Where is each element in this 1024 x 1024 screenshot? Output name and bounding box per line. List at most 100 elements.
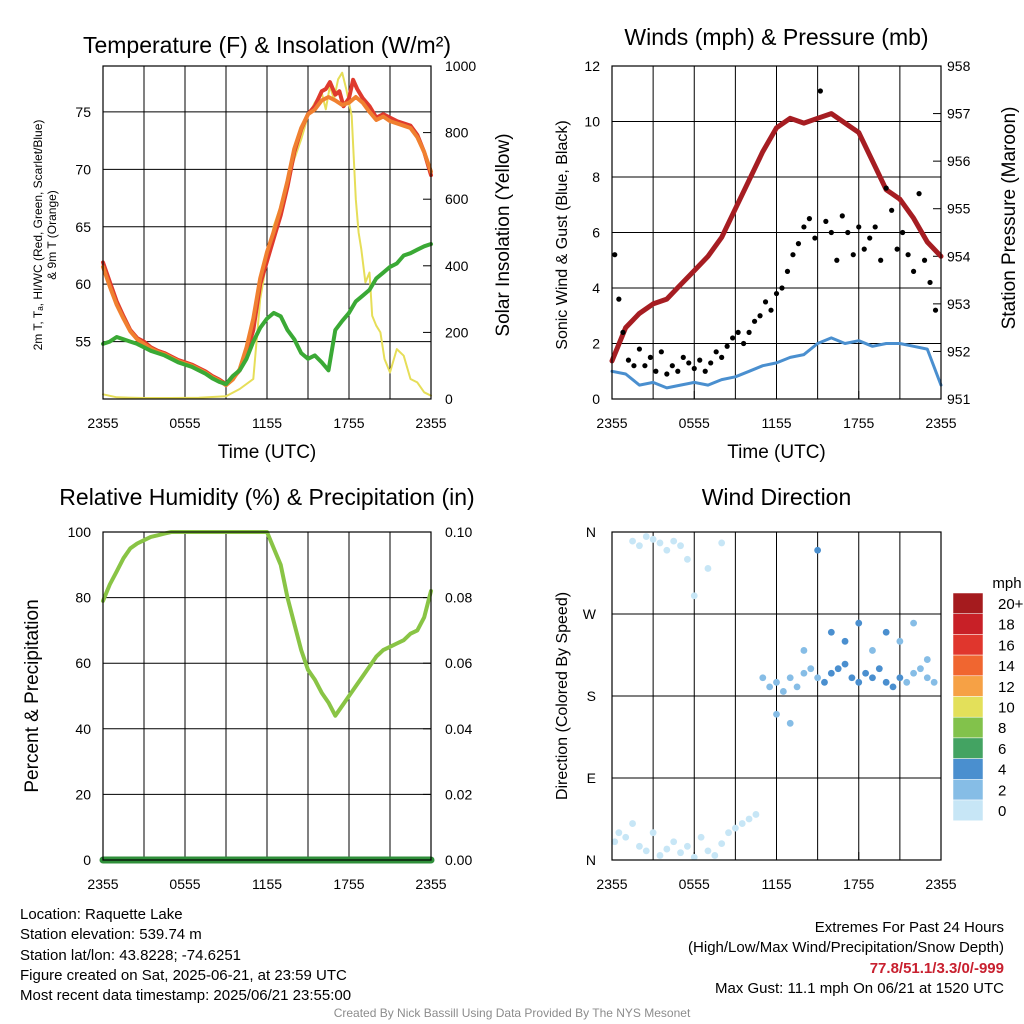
rh-y-tick-label: 0 [83,852,91,868]
gust-point [751,318,758,324]
rh-y2-tick-label: 0.08 [445,590,472,606]
direction-point [690,853,698,861]
temp-y2-tick-label: 200 [445,324,469,340]
temp-y-tick-label: 65 [75,219,91,235]
direction-point [814,674,822,682]
gust-point [779,285,785,291]
gust-point [730,335,736,341]
gust-point [889,207,895,213]
gust-point [647,354,653,360]
dir-plot-border [611,531,942,861]
winds-y2-tick-label: 951 [947,391,971,407]
direction-point [670,537,678,545]
direction-point [642,847,650,855]
temperature-panel: 2355 0555 1155 1755 2355 55 60 65 70 75 0 200 400 600… [31,32,514,463]
temp-y2-tick-label: 400 [445,258,469,274]
winds-y-axis-label: Sonic Wind & Gust (Blue, Black) [554,120,571,349]
gust-point [636,346,643,352]
direction-point [649,535,657,543]
direction-point [855,678,863,686]
rh-y2-tick-label: 0.00 [445,852,472,868]
legend-swatch [952,779,984,801]
gust-point [921,257,928,263]
rh-y2-tick-label: 0.02 [445,786,472,802]
direction-point [923,656,931,663]
winds-x-tick-label: 2355 [596,415,627,431]
gust-point [719,354,725,360]
direction-point [779,688,787,695]
direction-point [923,674,931,682]
winds-y2-tick-label: 957 [947,106,971,122]
gust-point [612,252,618,258]
rh-x-tick-label: 0555 [169,876,200,892]
direction-point [786,719,794,727]
winds-x-tick-label: 1155 [761,415,791,431]
dir-y-tick-label: N [586,524,596,540]
direction-point [677,542,684,550]
temp-x-tick-label: 0555 [169,415,200,431]
direction-point [725,829,732,837]
insolation-line [102,71,432,399]
direction-point [677,849,684,857]
direction-point [882,628,890,636]
direction-point [656,852,664,859]
winds-y2-tick-label: 952 [947,343,971,359]
direction-point [759,674,767,682]
extremes-title: Extremes For Past 24 Hours [814,919,1004,936]
gust-point [883,185,889,191]
direction-point [896,674,904,682]
winds-y2-tick-label: 954 [947,248,971,264]
legend-label: 12 [998,679,1015,696]
direction-point [704,847,712,855]
legend-title: mph [992,575,1021,592]
dir-x-tick-label: 2355 [596,876,627,892]
winds-x-tick-label: 0555 [679,415,710,431]
gust-point [839,213,845,219]
gust-point [845,229,851,236]
direction-point [663,845,671,853]
gust-point [669,363,675,369]
gust-point [702,368,708,374]
direction-point [841,637,849,645]
elevation-text: Station elevation: 539.74 m [20,926,202,944]
direction-point [834,665,842,673]
winds-y-tick-label: 4 [592,280,600,296]
legend-swatch [952,716,984,739]
direction-point [636,542,643,550]
legend-swatch [952,634,984,656]
temp-y-axis-label-line1: 2m T, Tₐ, HI/WC (Red, Green, Scarlet/Blu… [31,120,45,351]
legend-label: 14 [998,658,1015,675]
relative-humidity-line [101,530,433,718]
gust-point [784,268,791,274]
gust-point [746,329,752,335]
dir-title: Wind Direction [702,484,852,510]
direction-point [718,840,726,847]
gust-point [708,360,714,366]
gust-point [757,313,763,319]
direction-point [622,833,630,841]
sonic-wind-line [610,336,943,390]
gust-point [872,224,878,230]
direction-point [910,619,917,627]
legend-label: 20+ [998,596,1024,613]
legend-label: 10 [998,700,1015,717]
temp-y-tick-label: 60 [75,276,91,292]
direction-point [629,537,636,545]
direction-point [807,665,815,673]
winds-x-tick-label: 1755 [843,415,874,431]
winds-plot-border [611,65,942,400]
direction-point [683,555,691,563]
legend-label: 4 [998,762,1006,779]
dir-y-tick-label: S [587,688,596,704]
direction-point [656,539,664,547]
dir-y-tick-label: W [583,606,597,622]
gust-point [768,307,774,313]
winds-y2-tick-label: 956 [947,153,971,169]
direction-point [855,619,863,627]
direction-point [875,665,883,673]
direction-point [611,838,619,846]
dir-y-tick-label: E [587,770,596,786]
direction-point [773,710,780,718]
direction-point [711,852,719,859]
legend-label: 18 [998,617,1015,634]
